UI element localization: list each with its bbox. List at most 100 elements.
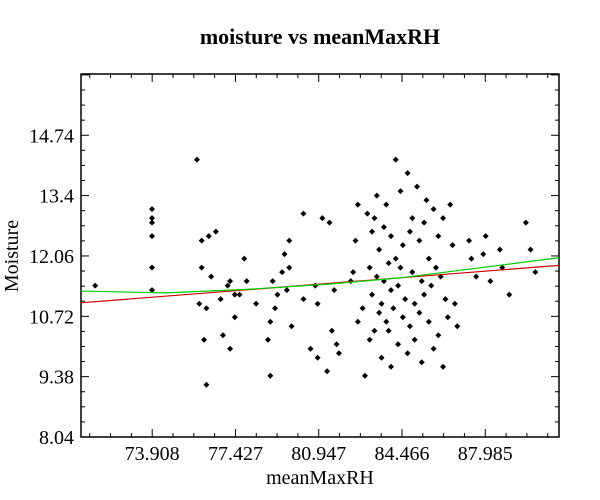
- data-point: [231, 291, 238, 298]
- x-tick-label: 77.427: [208, 443, 263, 465]
- data-point: [241, 255, 248, 262]
- y-tick-label: 12.06: [29, 246, 74, 268]
- data-point: [418, 278, 425, 285]
- data-point: [369, 291, 376, 298]
- data-point: [369, 228, 376, 235]
- data-point: [148, 215, 155, 222]
- data-point: [496, 246, 503, 253]
- y-axis-label: Moisture: [1, 220, 23, 292]
- data-point: [418, 359, 425, 366]
- data-point: [354, 201, 361, 208]
- data-point: [487, 278, 494, 285]
- data-point: [148, 219, 155, 226]
- y-tick-label: 9.38: [39, 367, 74, 389]
- data-point: [148, 206, 155, 213]
- data-point: [371, 215, 378, 222]
- data-point: [314, 354, 321, 361]
- data-point: [227, 345, 234, 352]
- data-point: [300, 210, 307, 217]
- data-point: [331, 287, 338, 294]
- data-point: [395, 341, 402, 348]
- data-point: [397, 188, 404, 195]
- data-point: [449, 242, 456, 249]
- data-point: [532, 269, 539, 276]
- data-point: [279, 269, 286, 276]
- data-point: [307, 345, 314, 352]
- data-point: [385, 327, 392, 334]
- x-tick-label: 84.466: [375, 443, 430, 465]
- data-point: [267, 318, 274, 325]
- data-point: [423, 197, 430, 204]
- data-point: [288, 323, 295, 330]
- data-point: [335, 350, 342, 357]
- data-point: [352, 237, 359, 244]
- data-point: [283, 287, 290, 294]
- data-point: [366, 264, 373, 271]
- data-point: [428, 282, 435, 289]
- data-point: [378, 300, 385, 307]
- data-point: [203, 305, 210, 312]
- data-point: [359, 305, 366, 312]
- data-point: [430, 345, 437, 352]
- data-point: [480, 251, 487, 258]
- data-point: [527, 246, 534, 253]
- data-point: [451, 300, 458, 307]
- data-point: [253, 300, 260, 307]
- data-point: [392, 255, 399, 262]
- data-point: [272, 305, 279, 312]
- data-point: [454, 323, 461, 330]
- data-point: [198, 264, 205, 271]
- data-point: [390, 305, 397, 312]
- data-point: [402, 296, 409, 303]
- data-point: [466, 237, 473, 244]
- data-point: [333, 341, 340, 348]
- data-point: [421, 291, 428, 298]
- x-tick-label: 80.947: [291, 443, 346, 465]
- data-point: [387, 287, 394, 294]
- data-point: [387, 363, 394, 370]
- plot-frame: [80, 73, 560, 438]
- data-point: [397, 264, 404, 271]
- data-point: [212, 228, 219, 235]
- data-point: [425, 318, 432, 325]
- data-point: [378, 354, 385, 361]
- x-axis-label: meanMaxRH: [266, 467, 374, 489]
- data-point: [404, 350, 411, 357]
- data-point: [482, 233, 489, 240]
- data-point: [373, 273, 380, 280]
- data-point: [447, 201, 454, 208]
- chart-title: moisture vs meanMaxRH: [200, 24, 440, 49]
- data-point: [198, 237, 205, 244]
- data-point: [385, 260, 392, 267]
- data-point: [243, 278, 250, 285]
- data-point: [522, 219, 529, 226]
- data-point: [416, 309, 423, 316]
- data-point: [414, 183, 421, 190]
- data-point: [399, 314, 406, 321]
- y-tick-label: 14.74: [29, 125, 74, 147]
- data-point: [383, 201, 390, 208]
- data-point: [506, 291, 513, 298]
- data-point: [411, 300, 418, 307]
- data-point: [324, 368, 331, 375]
- data-point: [376, 309, 383, 316]
- axis-ticks: [81, 74, 559, 438]
- data-point: [373, 192, 380, 199]
- data-point: [267, 372, 274, 379]
- y-tick-label: 13.4: [39, 186, 74, 208]
- data-point: [435, 332, 442, 339]
- data-point: [430, 206, 437, 213]
- data-point: [366, 336, 373, 343]
- data-point: [208, 273, 215, 280]
- data-point: [425, 255, 432, 262]
- data-point: [421, 219, 428, 226]
- data-point: [387, 233, 394, 240]
- data-point: [380, 224, 387, 231]
- x-tick-label: 73.908: [125, 443, 180, 465]
- data-point: [224, 282, 231, 289]
- data-point: [350, 269, 357, 276]
- data-point: [286, 237, 293, 244]
- data-point: [416, 237, 423, 244]
- data-point: [468, 255, 475, 262]
- data-point: [217, 296, 224, 303]
